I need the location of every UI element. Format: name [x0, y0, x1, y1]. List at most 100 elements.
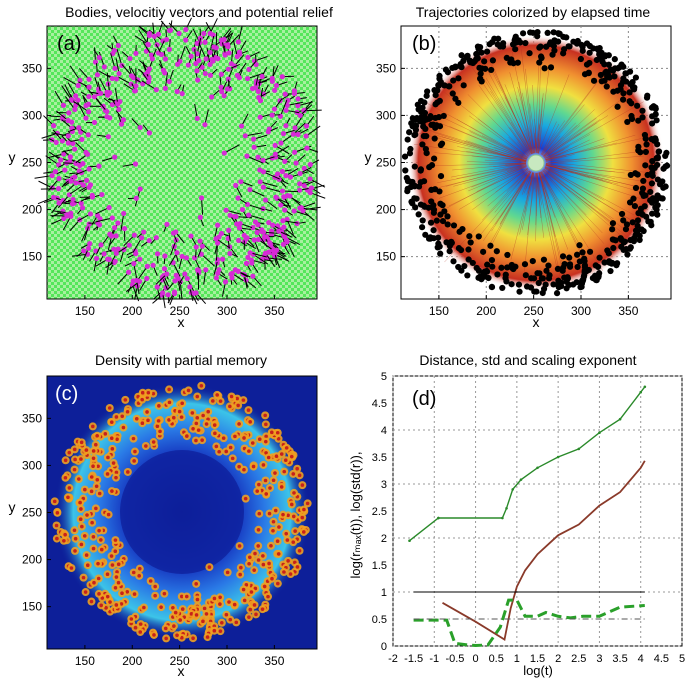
body	[474, 43, 482, 50]
panel-b-xlabel: x	[533, 314, 540, 330]
panel-a-yticks: 150 200 250 300 350	[22, 61, 51, 264]
body	[66, 110, 72, 116]
body	[432, 91, 439, 99]
body	[145, 41, 151, 47]
density-core	[179, 415, 184, 419]
velocity-vector	[224, 144, 240, 154]
trajectory	[471, 165, 527, 188]
velocity-vector	[131, 284, 140, 302]
body	[577, 55, 584, 63]
body	[488, 256, 496, 264]
body	[458, 64, 465, 71]
body	[632, 74, 639, 81]
body	[185, 62, 191, 68]
body	[113, 250, 119, 256]
trajectory	[413, 143, 527, 161]
body	[115, 246, 121, 252]
density-core	[201, 619, 205, 624]
body	[402, 167, 409, 174]
body	[644, 92, 651, 99]
body	[626, 89, 633, 96]
density-core	[257, 437, 262, 442]
body	[176, 30, 182, 37]
velocity-vector	[279, 99, 288, 117]
body	[160, 67, 167, 73]
body	[428, 186, 435, 194]
body	[126, 242, 132, 248]
velocity-vector	[263, 186, 281, 193]
body	[654, 192, 661, 199]
body	[536, 44, 543, 51]
velocity-vector	[303, 109, 322, 112]
body	[179, 253, 185, 260]
density-core	[266, 594, 270, 599]
body	[68, 178, 74, 184]
panel-b-ylabel: y	[365, 149, 372, 165]
body	[542, 281, 549, 288]
body	[547, 40, 554, 47]
body	[202, 39, 208, 45]
body	[281, 194, 287, 200]
body	[96, 163, 102, 169]
body	[188, 53, 194, 59]
body	[555, 30, 562, 37]
density-core	[63, 458, 68, 463]
velocity-vector	[293, 122, 306, 135]
body	[87, 211, 94, 217]
density-core	[137, 574, 141, 578]
density-core	[238, 572, 242, 577]
y-tick-label: 5	[381, 371, 387, 383]
density-core	[218, 595, 222, 600]
trajectory	[485, 77, 532, 155]
x-tick-label: 150	[75, 654, 95, 668]
body	[216, 267, 222, 273]
series-line-2	[413, 598, 645, 648]
density-core	[77, 477, 81, 481]
density-core	[228, 617, 233, 622]
trajectory	[448, 167, 528, 207]
density-core	[73, 549, 77, 553]
density-core	[220, 620, 224, 625]
trajectory	[453, 166, 527, 187]
trajectory	[466, 161, 527, 165]
velocity-vector	[98, 70, 113, 79]
panel-a-xlabel: x	[178, 314, 185, 330]
trajectory	[529, 103, 538, 154]
trajectory	[544, 134, 590, 160]
body	[540, 256, 548, 263]
body	[107, 231, 113, 237]
body	[106, 256, 112, 262]
trajectory	[521, 171, 532, 195]
density-core	[73, 536, 78, 541]
density-core	[249, 590, 254, 594]
density-core	[94, 506, 98, 511]
density-core	[81, 575, 86, 580]
body	[222, 279, 229, 285]
body	[133, 251, 139, 257]
body	[191, 46, 197, 52]
density-core	[267, 561, 271, 566]
body	[153, 87, 159, 93]
y-tick-label: 150	[22, 250, 42, 264]
density-core	[232, 602, 237, 607]
trajectory	[544, 117, 597, 158]
density-core	[239, 565, 243, 570]
body	[225, 76, 231, 82]
body	[68, 97, 74, 103]
density-core	[257, 511, 262, 516]
body	[106, 204, 112, 211]
density-core	[275, 539, 280, 544]
body	[225, 66, 232, 72]
density-core	[52, 499, 57, 504]
density-core	[66, 495, 70, 500]
body	[415, 106, 422, 113]
velocity-vector	[125, 281, 140, 292]
density-core	[83, 487, 87, 492]
body	[570, 281, 577, 288]
velocity-vector	[83, 223, 90, 241]
body	[127, 55, 133, 62]
body	[566, 254, 573, 261]
velocity-vector	[179, 281, 183, 300]
y-tick-label: 300	[22, 108, 42, 122]
density-core	[111, 461, 116, 465]
